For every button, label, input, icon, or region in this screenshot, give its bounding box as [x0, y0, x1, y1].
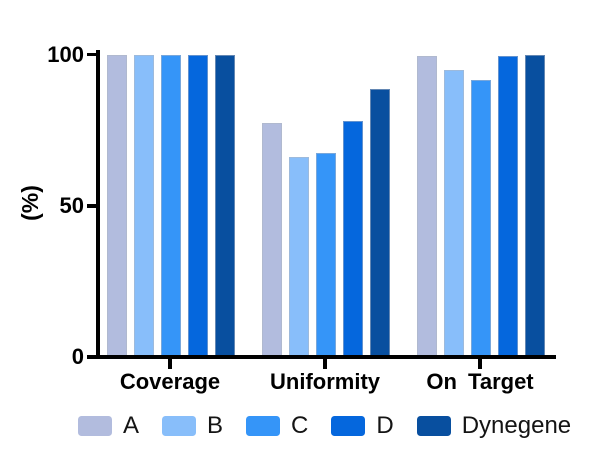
bar-on-target-d — [498, 56, 518, 357]
x-tick-mark — [323, 356, 327, 369]
bar-coverage-b — [134, 54, 154, 357]
legend-swatch-dynegene — [416, 416, 451, 436]
bar-uniformity-d — [343, 121, 363, 357]
legend-swatch-c — [246, 416, 281, 436]
bar-uniformity-c — [316, 152, 336, 357]
legend-item-a: A — [78, 412, 139, 440]
bar-on-target-a — [417, 56, 437, 357]
y-axis-line — [96, 50, 100, 359]
x-category-label-uniformity: Uniformity — [270, 369, 380, 394]
legend-label: Dynegene — [461, 412, 572, 439]
y-tick-mark — [87, 204, 96, 208]
bar-coverage-d — [188, 54, 208, 357]
legend: A B C D Dynegene — [78, 411, 571, 441]
bar-coverage-c — [161, 54, 181, 357]
legend-swatch-a — [78, 416, 112, 436]
x-tick-mark — [168, 356, 172, 369]
legend-item-d: D — [331, 412, 394, 440]
legend-item-dynegene: Dynegene — [416, 412, 572, 440]
x-tick-mark — [478, 356, 482, 369]
bar-on-target-dynegene — [525, 54, 545, 357]
y-tick-mark — [87, 52, 96, 57]
bar-on-target-c — [471, 80, 491, 357]
legend-swatch-d — [331, 416, 366, 436]
legend-label: D — [376, 412, 394, 439]
bar-coverage-dynegene — [215, 54, 235, 357]
y-tick-label: 0 — [71, 344, 84, 369]
bar-on-target-b — [444, 69, 464, 357]
y-tick-mark — [87, 355, 96, 359]
legend-label: B — [207, 412, 224, 439]
x-category-label-on-target: On Target — [426, 369, 534, 394]
x-category-label-coverage: Coverage — [119, 369, 221, 394]
legend-swatch-b — [162, 416, 197, 436]
y-tick-label: 50 — [59, 192, 84, 218]
y-tick-label: 100 — [47, 41, 84, 67]
bar-uniformity-b — [289, 157, 309, 357]
bar-uniformity-dynegene — [370, 89, 390, 357]
bar-uniformity-a — [262, 122, 282, 357]
legend-label: A — [123, 412, 140, 439]
bar-coverage-a — [107, 54, 127, 357]
legend-label: C — [291, 412, 309, 439]
legend-item-b: B — [162, 412, 223, 440]
legend-item-c: C — [246, 412, 308, 440]
